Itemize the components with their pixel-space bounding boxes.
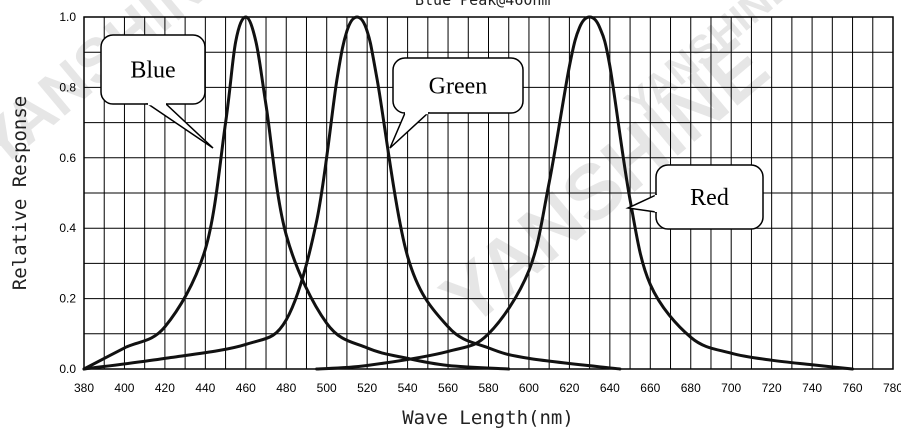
callout-pointer xyxy=(145,103,214,149)
x-tick-label: 560 xyxy=(438,381,458,395)
callout-box xyxy=(392,57,524,114)
x-tick-label: 420 xyxy=(155,381,175,395)
y-tick-label: 0.8 xyxy=(59,80,76,94)
x-tick-label: 780 xyxy=(883,381,901,395)
x-tick-label: 740 xyxy=(802,381,822,395)
y-tick-label: 0.6 xyxy=(59,151,76,165)
x-tick-label: 600 xyxy=(519,381,539,395)
x-tick-label: 580 xyxy=(478,381,498,395)
x-tick-label: 520 xyxy=(357,381,377,395)
x-tick-label: 700 xyxy=(721,381,741,395)
x-tick-label: 540 xyxy=(398,381,418,395)
callout-blue: Blue xyxy=(100,34,214,149)
curves xyxy=(82,15,854,371)
curve-green xyxy=(82,15,622,371)
curve-red xyxy=(315,15,854,371)
x-tick-label: 760 xyxy=(843,381,863,395)
x-tick-label: 400 xyxy=(114,381,134,395)
x-tick-label: 720 xyxy=(762,381,782,395)
x-tick-label: 500 xyxy=(317,381,337,395)
x-tick-label: 440 xyxy=(195,381,215,395)
callout-pointer xyxy=(389,112,430,149)
y-axis-title: Relative Response xyxy=(9,96,31,290)
y-tick-label: 0.0 xyxy=(59,362,76,376)
x-tick-label: 480 xyxy=(276,381,296,395)
x-tick-label: 660 xyxy=(640,381,660,395)
x-tick-label: 380 xyxy=(74,381,94,395)
callout-green: Green xyxy=(389,57,524,149)
x-tick-label: 460 xyxy=(236,381,256,395)
y-tick-label: 0.2 xyxy=(59,292,76,306)
callout-label: Red xyxy=(690,185,729,211)
x-tick-labels: 380 400 420 440 460 480 500 520 540 560 580 600 620 6… xyxy=(74,381,901,395)
y-tick-labels: 0.0 0.2 0.4 0.6 0.8 1.0 xyxy=(59,10,76,376)
x-tick-label: 680 xyxy=(681,381,701,395)
callouts: Blue Green Red xyxy=(100,34,764,230)
callout-label: Blue xyxy=(130,58,175,84)
x-tick-label: 640 xyxy=(600,381,620,395)
x-axis-title: Wave Length(nm) xyxy=(402,407,574,429)
callout-label: Green xyxy=(429,74,488,100)
callout-red: Red xyxy=(625,164,764,230)
y-tick-label: 0.4 xyxy=(59,221,76,235)
y-tick-label: 1.0 xyxy=(59,10,76,24)
x-tick-label: 620 xyxy=(559,381,579,395)
curve-blue xyxy=(82,15,511,371)
top-text: Blue Peak@460nm xyxy=(415,0,550,9)
